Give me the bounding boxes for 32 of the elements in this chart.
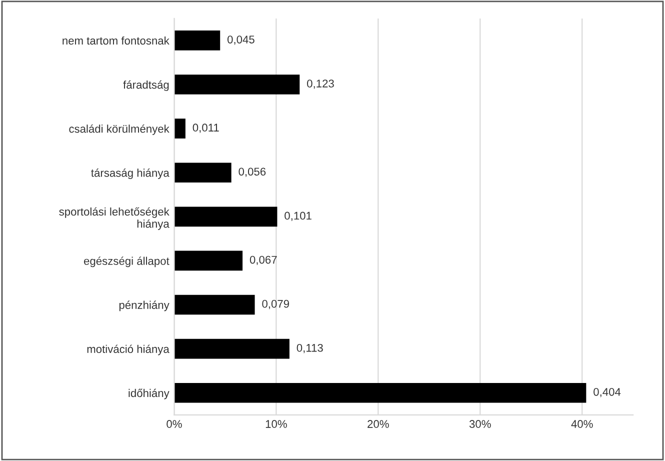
data-label: 0,067 (250, 256, 277, 266)
y-tick-label: társaság hiánya (91, 168, 170, 180)
bar (174, 294, 255, 315)
data-label: 0,079 (262, 300, 290, 310)
bar (174, 30, 220, 50)
x-tick-label: 10% (266, 420, 287, 428)
x-tick-label: 30% (469, 420, 491, 428)
data-label: 0,056 (238, 168, 266, 177)
data-label: 0,011 (192, 124, 219, 133)
bar (174, 250, 243, 271)
bar (174, 206, 278, 227)
bar (174, 382, 586, 403)
data-label: 0,113 (296, 344, 323, 354)
y-tick-label: fáradtság (123, 80, 169, 91)
y-tick-label: nem tartom fontosnak (62, 36, 170, 45)
y-tick-label: időhiány (128, 388, 170, 400)
x-tick-label: 0% (166, 420, 182, 428)
data-label: 0,123 (307, 80, 334, 89)
y-tick-label: sportolási lehetőségek hiánya (59, 207, 170, 230)
x-tick-label: 20% (368, 420, 389, 428)
y-tick-label: egészségi állapot (84, 256, 170, 268)
data-label: 0,101 (284, 212, 312, 221)
x-tick-label: 40% (571, 420, 593, 428)
data-label: 0,045 (227, 36, 254, 45)
bar (174, 338, 290, 359)
data-label: 0,404 (594, 388, 621, 398)
y-tick-label: pénzhiány (119, 300, 170, 312)
y-tick-label: családi körülmények (69, 124, 170, 135)
bar (174, 74, 300, 94)
bar (174, 118, 186, 138)
bar (174, 162, 232, 183)
y-tick-label: motiváció hiánya (87, 344, 170, 356)
